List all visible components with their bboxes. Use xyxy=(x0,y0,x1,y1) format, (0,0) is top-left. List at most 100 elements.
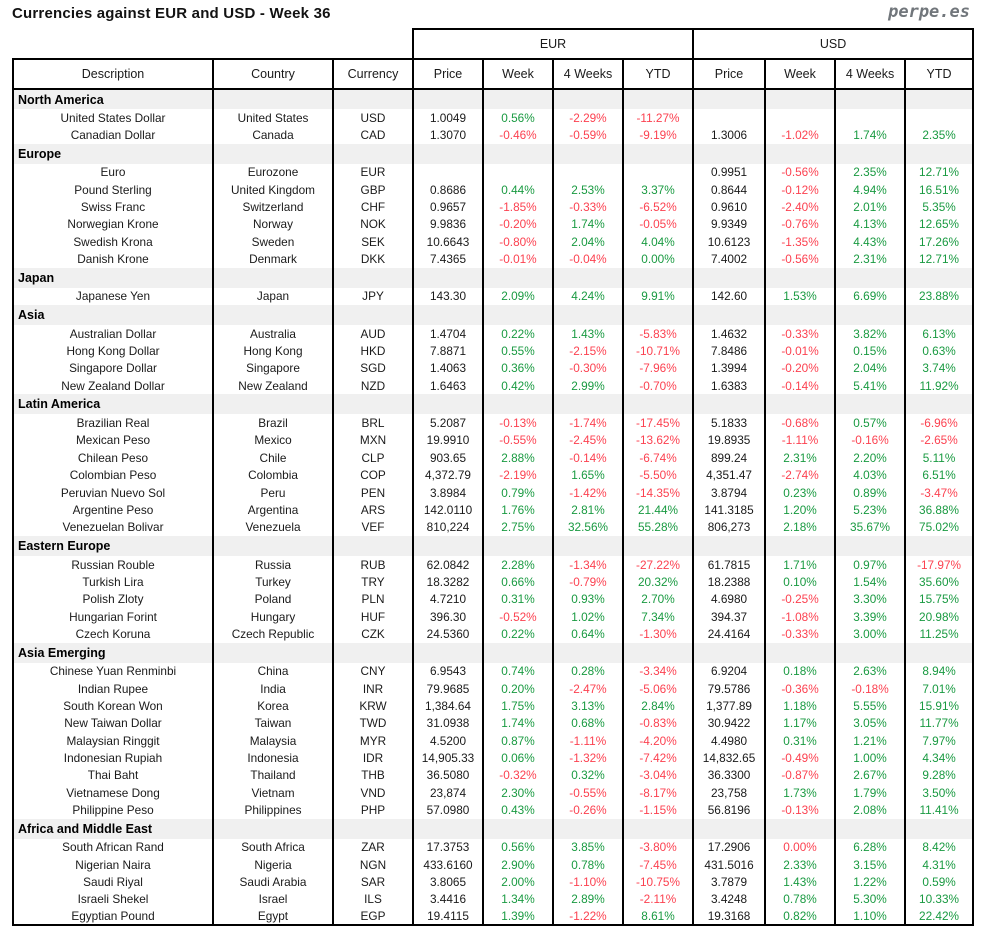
cell-country: Indonesia xyxy=(212,749,334,767)
cell-eur-ytd: -13.62% xyxy=(621,431,695,450)
currency-row: Chilean Peso Chile CLP 903.65 2.88% -0.14% -6.… xyxy=(12,449,975,467)
cell-usd-price: 1,377.89 xyxy=(692,697,767,715)
cell-eur-week: -0.80% xyxy=(482,233,554,251)
section-filler xyxy=(621,305,695,326)
cell-description: Venezuelan Bolivar xyxy=(12,518,214,536)
cell-country: Argentina xyxy=(212,501,334,519)
col-header-eur-week: Week xyxy=(482,58,554,90)
col-header-usd-price: Price xyxy=(692,58,767,90)
cell-eur-week: 1.76% xyxy=(482,501,554,519)
currency-row: Canadian Dollar Canada CAD 1.3070 -0.46% -0.5… xyxy=(12,126,975,144)
cell-eur-price: 31.0938 xyxy=(412,714,484,732)
cell-currency: EGP xyxy=(332,908,414,926)
cell-eur-ytd: -9.19% xyxy=(621,126,695,144)
cell-description: Indian Rupee xyxy=(12,679,214,698)
cell-currency: BRL xyxy=(332,414,414,432)
cell-eur-price: 19.9910 xyxy=(412,431,484,450)
currency-row: Nigerian Naira Nigeria NGN 433.6160 2.90% 0.7… xyxy=(12,856,975,874)
cell-usd-ytd: 7.01% xyxy=(904,679,975,698)
section-filler xyxy=(764,535,837,556)
cell-eur-ytd: -5.50% xyxy=(621,466,695,484)
cell-usd-week: 0.82% xyxy=(764,908,837,926)
cell-currency: ZAR xyxy=(332,838,414,857)
cell-usd-price: 19.3168 xyxy=(692,908,767,926)
cell-description: United States Dollar xyxy=(12,109,214,127)
cell-description: Czech Koruna xyxy=(12,625,214,643)
cell-usd-ytd: 2.35% xyxy=(904,126,975,144)
cell-eur-week: -0.13% xyxy=(482,414,554,432)
cell-usd-price: 17.2906 xyxy=(692,838,767,857)
cell-eur-week: 0.42% xyxy=(482,377,554,395)
cell-description: Brazilian Real xyxy=(12,414,214,432)
cell-country: Colombia xyxy=(212,466,334,484)
cell-eur-4weeks: -0.55% xyxy=(552,784,624,802)
cell-usd-ytd: 16.51% xyxy=(904,181,975,199)
cell-usd-4weeks: 4.43% xyxy=(834,233,907,251)
cell-currency: VEF xyxy=(332,518,414,536)
currency-row: Philippine Peso Philippines PHP 57.0980 0.43… xyxy=(12,801,975,819)
cell-currency: HKD xyxy=(332,342,414,360)
cell-country: South Africa xyxy=(212,838,334,857)
cell-usd-week: -0.13% xyxy=(764,801,837,819)
cell-usd-4weeks: 1.74% xyxy=(834,126,907,144)
cell-country: United Kingdom xyxy=(212,181,334,199)
currency-row: South Korean Won Korea KRW 1,384.64 1.75% 3.1… xyxy=(12,697,975,715)
cell-usd-ytd: 15.75% xyxy=(904,590,975,608)
cell-eur-ytd: -4.20% xyxy=(621,731,695,750)
cell-usd-price: 6.9204 xyxy=(692,662,767,680)
cell-usd-price: 1.4632 xyxy=(692,325,767,343)
cell-usd-week: 0.10% xyxy=(764,573,837,591)
cell-eur-week: 2.75% xyxy=(482,518,554,536)
cell-eur-price xyxy=(412,163,484,182)
cell-country: Taiwan xyxy=(212,714,334,732)
section-filler xyxy=(692,818,767,839)
cell-eur-price: 0.8686 xyxy=(412,181,484,199)
cell-eur-price: 7.8871 xyxy=(412,342,484,360)
cell-eur-ytd xyxy=(621,163,695,182)
cell-usd-ytd: 17.26% xyxy=(904,233,975,251)
cell-eur-week: 0.22% xyxy=(482,625,554,643)
cell-eur-4weeks: -1.42% xyxy=(552,483,624,502)
cell-usd-price: 4.6980 xyxy=(692,590,767,608)
cell-country: Brazil xyxy=(212,414,334,432)
cell-usd-week: -0.56% xyxy=(764,163,837,182)
cell-usd-ytd: -2.65% xyxy=(904,431,975,450)
section-filler xyxy=(412,89,484,109)
cell-usd-ytd: 11.77% xyxy=(904,714,975,732)
cell-country: Thailand xyxy=(212,766,334,784)
currency-table: EUR USD Description Country Currency Pri… xyxy=(12,28,975,927)
cell-description: Egyptian Pound xyxy=(12,908,214,926)
cell-usd-price: 36.3300 xyxy=(692,766,767,784)
section-filler xyxy=(482,642,554,663)
cell-usd-4weeks: 0.89% xyxy=(834,483,907,502)
cell-currency: PHP xyxy=(332,801,414,819)
cell-eur-price: 903.65 xyxy=(412,449,484,467)
cell-currency: COP xyxy=(332,466,414,484)
cell-eur-ytd: -10.71% xyxy=(621,342,695,360)
cell-usd-ytd: 11.25% xyxy=(904,625,975,643)
cell-eur-week: 1.34% xyxy=(482,890,554,909)
cell-country: Japan xyxy=(212,287,334,306)
cell-usd-4weeks: 6.28% xyxy=(834,838,907,857)
currency-row: Czech Koruna Czech Republic CZK 24.5360 0.22… xyxy=(12,625,975,643)
currency-row: Euro Eurozone EUR 0.9951 -0.56% 2.35% 12.71% xyxy=(12,163,975,182)
section-name: Asia Emerging xyxy=(12,642,214,663)
cell-usd-ytd: 75.02% xyxy=(904,518,975,536)
cell-eur-week: 0.66% xyxy=(482,573,554,591)
cell-eur-week: 0.79% xyxy=(482,483,554,502)
section-filler xyxy=(834,642,907,663)
currency-row: Japanese Yen Japan JPY 143.30 2.09% 4.24% 9.91… xyxy=(12,287,975,306)
cell-eur-ytd: 3.37% xyxy=(621,181,695,199)
cell-usd-week xyxy=(764,109,837,127)
cell-description: Israeli Shekel xyxy=(12,890,214,909)
cell-eur-4weeks: 2.53% xyxy=(552,181,624,199)
section-filler xyxy=(332,818,414,839)
section-filler xyxy=(552,267,624,288)
section-filler xyxy=(552,143,624,164)
section-filler xyxy=(764,89,837,109)
cell-usd-4weeks: 1.22% xyxy=(834,873,907,891)
currency-row: New Taiwan Dollar Taiwan TWD 31.0938 1.74% 0.… xyxy=(12,714,975,732)
cell-eur-price: 433.6160 xyxy=(412,856,484,874)
cell-usd-4weeks: 4.13% xyxy=(834,215,907,234)
cell-description: Swedish Krona xyxy=(12,233,214,251)
